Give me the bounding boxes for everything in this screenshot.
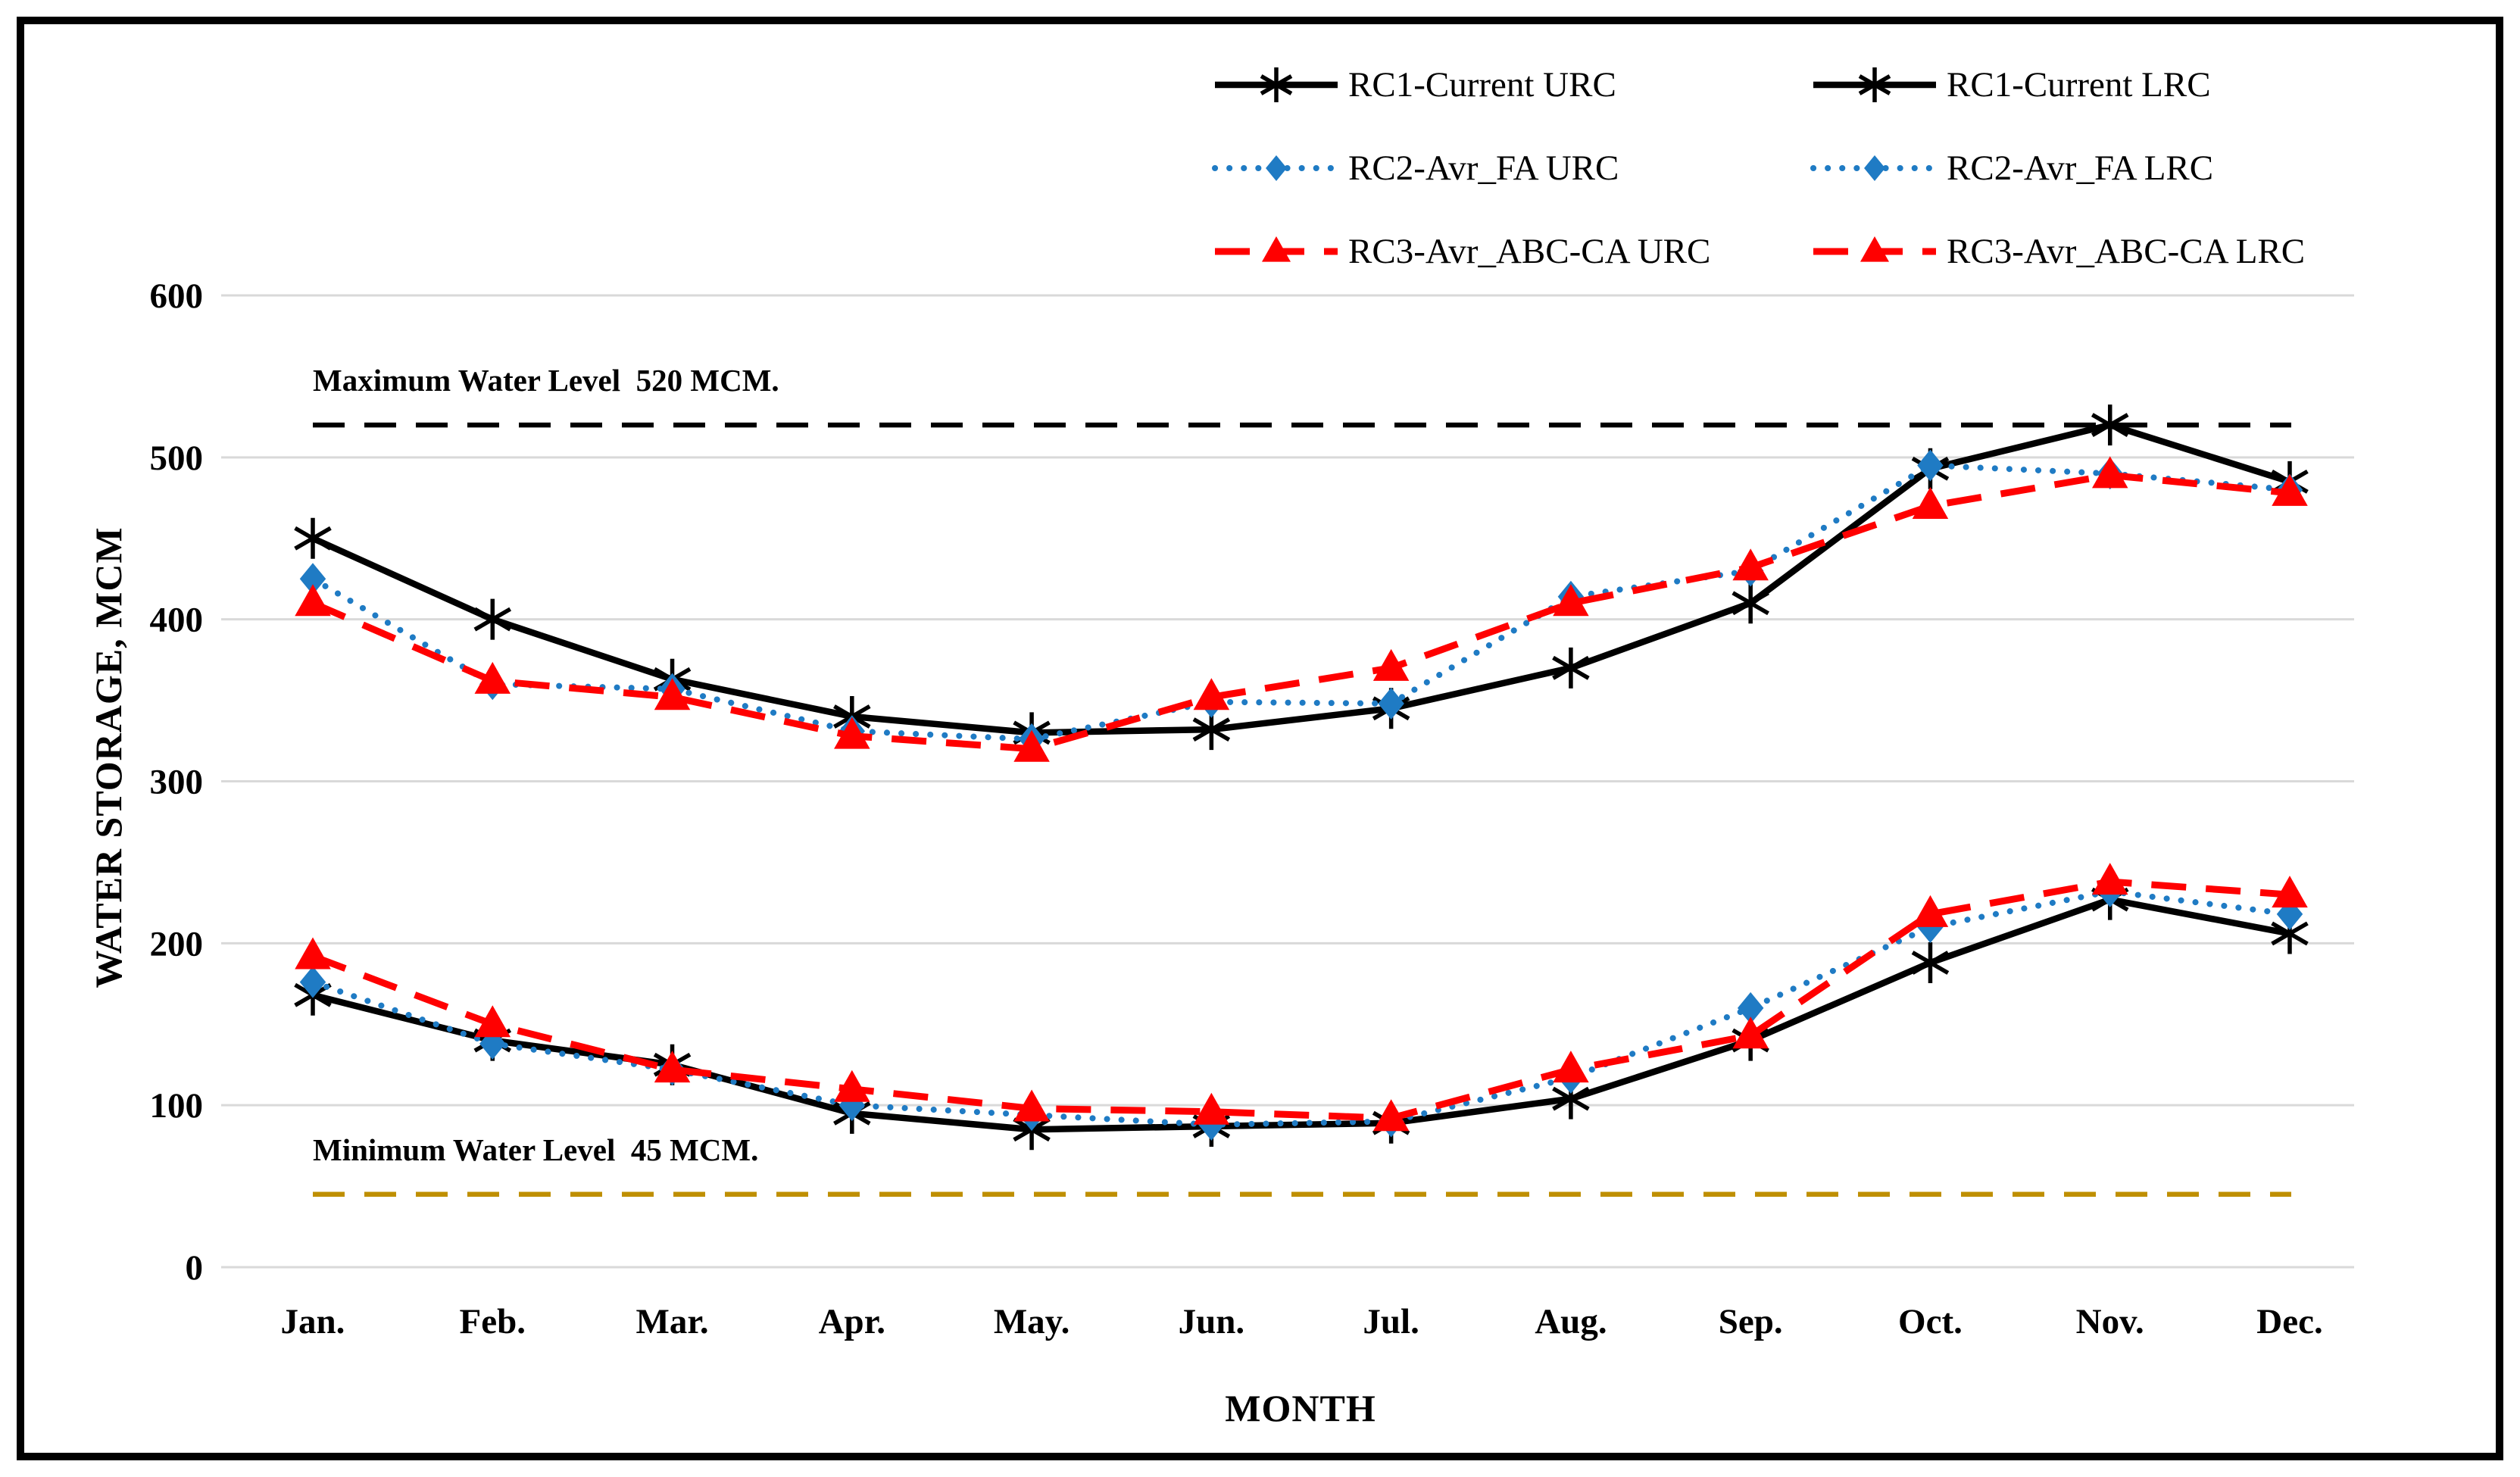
legend-label: RC1-Current LRC: [1947, 65, 2211, 105]
legend: RC1-Current URC RC1-Current LRC RC2-Avr_…: [1212, 61, 2371, 276]
max-water-level-label: Maximum Water Level 520 MCM.: [313, 363, 779, 398]
diamond-marker: [299, 966, 326, 998]
y-tick-label: 300: [150, 763, 204, 802]
asterisk-marker: [2271, 921, 2309, 946]
triangle-marker: [474, 1005, 511, 1038]
legend-entry-rc1-lrc: RC1-Current LRC: [1810, 61, 2371, 109]
y-tick-label: 200: [150, 924, 204, 963]
diamond-marker: [1266, 155, 1287, 181]
x-tick-label: Mar.: [635, 1302, 708, 1341]
diamond-marker: [1737, 991, 1764, 1024]
asterisk-marker: [294, 526, 332, 551]
legend-line-sample-rc2-urc: [1212, 155, 1341, 181]
y-tick-label: 400: [150, 601, 204, 640]
triangle-marker: [1860, 236, 1889, 262]
legend-label: RC1-Current URC: [1348, 65, 1616, 105]
y-tick-label: 600: [150, 276, 204, 316]
triangle-marker: [834, 1069, 870, 1102]
asterisk-marker: [2091, 413, 2129, 437]
legend-label: RC3-Avr_ABC-CA LRC: [1947, 232, 2306, 271]
triangle-marker: [1262, 236, 1291, 262]
triangle-marker: [1732, 1016, 1769, 1049]
legend-label: RC2-Avr_FA URC: [1348, 148, 1619, 188]
triangle-marker: [1912, 486, 1949, 519]
x-tick-label: Jun.: [1179, 1302, 1245, 1341]
triangle-marker: [1372, 648, 1410, 681]
series-line: [311, 421, 2291, 736]
triangle-marker: [654, 1051, 691, 1083]
legend-line-sample-rc2-lrc: [1810, 155, 1939, 181]
legend-entry-rc3-urc: RC3-Avr_ABC-CA URC: [1212, 227, 1810, 276]
y-tick-label: 100: [150, 1086, 204, 1126]
diamond-marker: [1378, 687, 1404, 720]
triangle-marker: [2272, 876, 2308, 908]
legend-line-sample-rc1-lrc: [1813, 67, 1936, 102]
x-axis-title: MONTH: [1225, 1387, 1376, 1429]
series-line: [311, 896, 2290, 1133]
diamond-marker: [1864, 155, 1885, 181]
y-axis-title: WATER STORAGE, MCM: [87, 526, 130, 988]
triangle-marker: [1553, 1051, 1589, 1083]
x-tick-label: Oct.: [1898, 1302, 1963, 1341]
triangle-marker: [474, 661, 511, 694]
triangle-marker: [834, 717, 870, 749]
min-water-level-label: Minimum Water Level 45 MCM.: [313, 1132, 759, 1167]
triangle-marker: [1193, 678, 1230, 710]
x-tick-label: Jul.: [1363, 1302, 1419, 1341]
x-tick-label: May.: [994, 1302, 1070, 1341]
x-tick-label: Nov.: [2076, 1302, 2144, 1341]
series-RC2-Avr_FA LRC: [299, 875, 2303, 1141]
legend-label: RC3-Avr_ABC-CA URC: [1348, 232, 1711, 271]
triangle-marker: [2091, 863, 2128, 895]
triangle-marker: [2091, 456, 2128, 489]
legend-line-sample-rc3-urc: [1215, 236, 1338, 262]
series-line: [310, 462, 2293, 742]
triangle-marker: [1193, 1092, 1230, 1125]
legend-entry-rc2-urc: RC2-Avr_FA URC: [1212, 144, 1810, 192]
series-RC3-Avr_ABC-CA LRC: [295, 863, 2308, 1132]
x-tick-label: Dec.: [2256, 1302, 2322, 1341]
triangle-marker: [1013, 1089, 1050, 1122]
diamond-marker: [1917, 449, 1944, 482]
x-tick-label: Sep.: [1719, 1302, 1783, 1341]
asterisk-marker: [1260, 74, 1293, 95]
asterisk-marker: [1552, 655, 1590, 680]
triangle-marker: [1013, 729, 1050, 762]
x-tick-label: Aug.: [1535, 1302, 1607, 1341]
legend-line-sample-rc1-urc: [1215, 67, 1338, 102]
asterisk-marker: [1732, 591, 1769, 616]
series-RC3-Avr_ABC-CA URC: [295, 456, 2308, 762]
asterisk-marker: [1192, 717, 1231, 742]
series-RC1-Current LRC: [294, 879, 2309, 1151]
x-tick-label: Apr.: [819, 1302, 885, 1341]
series-line: [311, 878, 2290, 1122]
y-tick-label: 500: [150, 439, 204, 478]
legend-entry-rc2-lrc: RC2-Avr_FA LRC: [1810, 144, 2371, 192]
legend-label: RC2-Avr_FA LRC: [1947, 148, 2214, 188]
triangle-marker: [1553, 584, 1589, 617]
triangle-marker: [2272, 473, 2308, 506]
y-tick-label: 0: [186, 1248, 204, 1288]
asterisk-marker: [1552, 1086, 1590, 1111]
legend-entry-rc1-urc: RC1-Current URC: [1212, 61, 1810, 109]
x-tick-label: Feb.: [460, 1302, 526, 1341]
asterisk-marker: [1858, 74, 1891, 95]
legend-line-sample-rc3-lrc: [1813, 236, 1936, 262]
triangle-marker: [654, 678, 691, 710]
triangle-marker: [1732, 548, 1769, 581]
asterisk-marker: [1911, 951, 1950, 975]
x-tick-label: Jan.: [281, 1302, 345, 1341]
triangle-marker: [1372, 1099, 1410, 1132]
asterisk-marker: [473, 607, 512, 632]
diamond-marker: [299, 563, 326, 595]
legend-entry-rc3-lrc: RC3-Avr_ABC-CA LRC: [1810, 227, 2371, 276]
triangle-marker: [1912, 895, 1949, 927]
series-line: [311, 471, 2290, 753]
triangle-marker: [295, 584, 331, 617]
triangle-marker: [295, 937, 331, 970]
series-line: [310, 888, 2293, 1128]
